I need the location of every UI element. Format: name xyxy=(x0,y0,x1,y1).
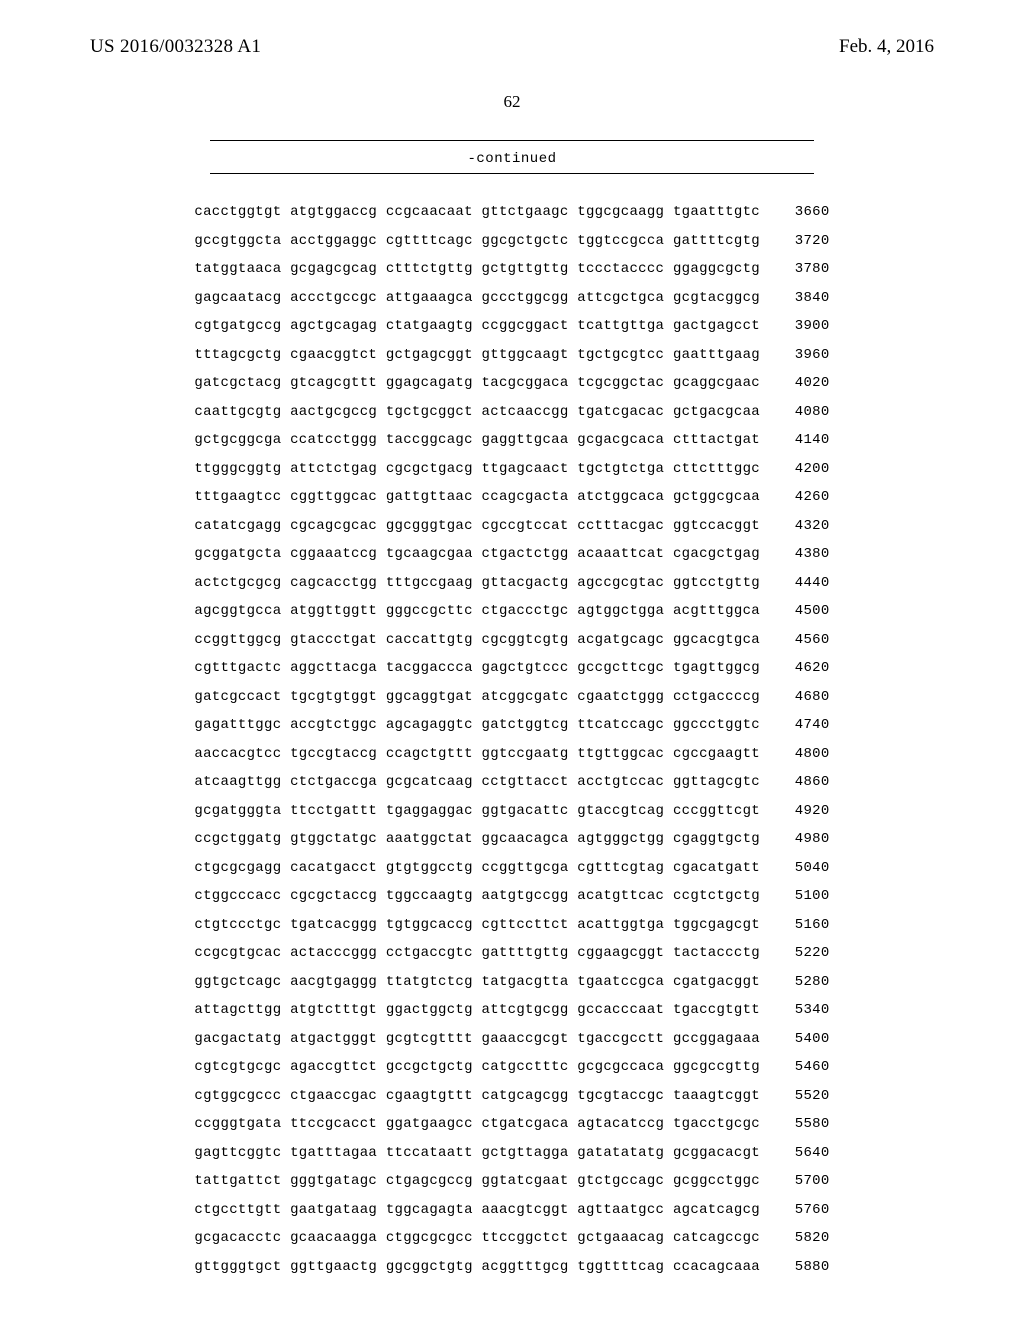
publication-number: US 2016/0032328 A1 xyxy=(90,36,261,58)
continued-block: -continued xyxy=(210,140,814,174)
bottom-rule xyxy=(210,173,814,174)
continued-label: -continued xyxy=(210,141,814,173)
sequence-listing: cacctggtgt atgtggaccg ccgcaacaat gttctga… xyxy=(0,198,1024,1281)
publication-date: Feb. 4, 2016 xyxy=(839,36,934,58)
page-number: 62 xyxy=(0,92,1024,112)
